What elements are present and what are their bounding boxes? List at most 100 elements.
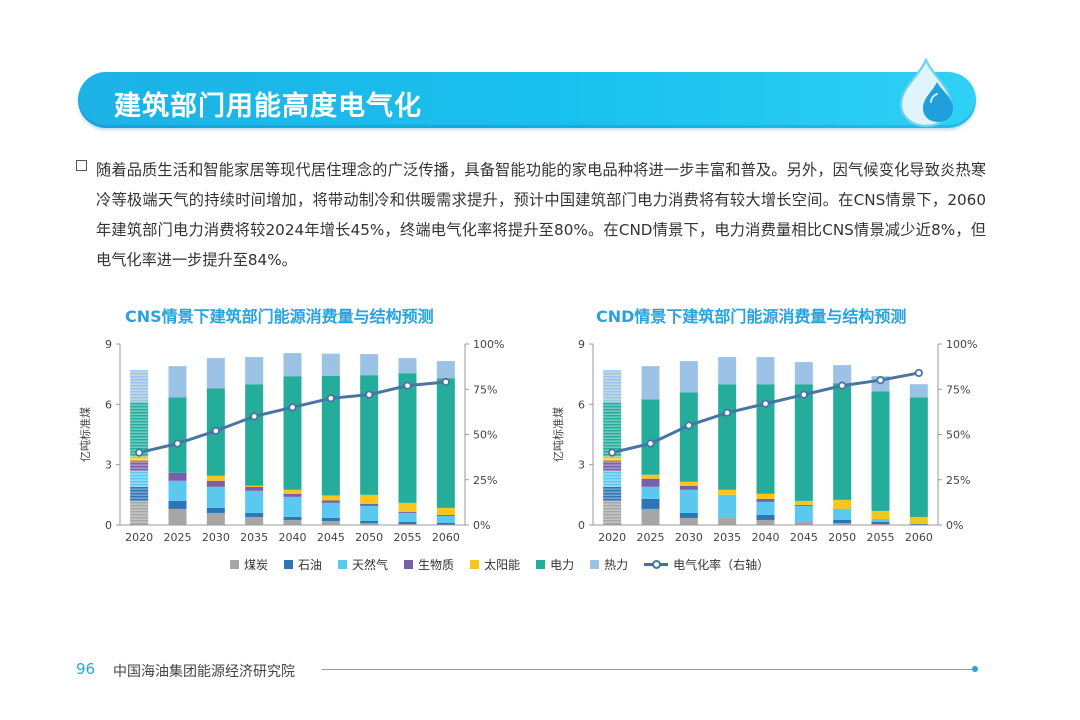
cnd-bar-segment [641,498,660,509]
legend-label-electrification-rate: 电气化率（右轴） [673,557,770,572]
cns-bar-segment [436,515,455,523]
cnd-bar-segment [718,384,737,490]
cns-bar-segment [206,480,225,487]
cns-bar-segment [360,494,379,504]
cns-bar-segment [321,500,340,503]
cnd-bar-segment [871,521,890,524]
cnd-bar-segment [679,481,698,486]
cns-bar-segment [130,470,149,487]
cns-bar-segment [321,502,340,518]
cnd-bar-segment [871,510,890,519]
cnd-y-tick-label: 9 [578,338,585,351]
cns-y2-tick-label: 25% [473,474,497,487]
cnd-bar-segment [756,498,775,502]
legend-swatch-heat [590,559,600,569]
legend-swatch-biomass [404,559,414,569]
cnd-x-tick-label: 2030 [675,531,703,544]
cnd-bar-segment [756,519,775,525]
cns-bar-segment [436,514,455,516]
cns-y2-tick-label: 50% [473,429,497,442]
cns-bar-segment [436,378,455,508]
cnd-bar-segment [641,508,660,525]
cnd-x-tick-label: 2060 [905,531,933,544]
legend-label-coal: 煤炭 [244,557,269,572]
cns-x-tick-label: 2060 [432,531,460,544]
legend-swatch-electricity [536,559,546,569]
page-number: 96 [76,660,96,678]
cns-bar-segment [245,490,264,513]
cns-bar-segment [360,354,379,376]
cnd-electrification-point [876,376,885,385]
cns-bar-segment [321,495,340,501]
cns-bar-segment [168,508,187,525]
cnd-electrification-point [684,421,693,430]
cns-bar-segment [398,523,417,525]
cns-bar-segment [283,516,302,520]
cns-bar-segment [245,485,264,487]
cns-x-tick-label: 2020 [125,531,153,544]
cns-x-tick-label: 2055 [394,531,422,544]
cnd-y2-tick-label: 100% [946,338,977,351]
cnd-bar-segment [871,518,890,522]
cns-bar-segment [283,519,302,525]
cnd-x-tick-label: 2045 [790,531,818,544]
cns-bar-segment [360,375,379,495]
cns-x-tick-label: 2040 [279,531,307,544]
legend-item-electrification-rate: 电气化率（右轴） [644,556,769,573]
cns-bar-segment [168,500,187,509]
cns-bar-segment [360,503,379,506]
cns-bar-segment [283,353,302,377]
cnd-bar-segment [679,512,698,518]
legend-label-electricity: 电力 [550,557,575,572]
legend-swatch-coal [230,559,239,569]
cnd-bar-segment [909,523,928,525]
cnd-bar-segment [718,517,737,525]
cns-y-axis-label: 亿吨标准煤 [78,407,92,462]
cnd-bar-segment [794,521,813,525]
legend-swatch-oil [284,559,294,569]
legend-label-gas: 天然气 [352,557,389,572]
cnd-bar-segment [603,470,622,487]
cnd-bar-segment [641,366,660,400]
cns-bar-segment [283,493,302,497]
cnd-bar-segment [833,499,852,509]
cnd-electrification-point [646,439,655,448]
cnd-electrification-point [799,390,808,399]
cnd-bar-segment [756,357,775,385]
legend-item-heat: 热力 [590,556,628,573]
legend-item-coal: 煤炭 [230,556,268,573]
cnd-bar-segment [603,460,622,471]
cns-bar-segment [206,486,225,508]
cnd-x-tick-label: 2020 [598,531,626,544]
cns-bar-segment [130,486,149,501]
legend-item-gas: 天然气 [338,556,388,573]
cns-bar-segment [168,397,187,473]
footer-dot [972,666,978,672]
cnd-bar-segment [833,365,852,384]
cns-bar-segment [283,376,302,490]
cns-x-tick-label: 2045 [317,531,345,544]
cns-chart-title: CNS情景下建筑部门能源消费量与结构预测 [125,307,434,326]
section-title: 建筑部门用能高度电气化 [114,91,422,122]
cnd-electrification-point [723,408,732,417]
cnd-y-axis-label: 亿吨标准煤 [551,407,565,462]
cns-bar-segment [206,358,225,389]
cns-bar-segment [360,522,379,525]
cnd-bar-segment [794,505,813,522]
legend-swatch-gas [338,559,348,569]
cnd-bar-segment [833,522,852,525]
legend-item-solar: 太阳能 [470,556,520,573]
legend-item-oil: 石油 [284,556,322,573]
cnd-bar-segment [641,478,660,487]
cns-bar-segment [436,522,455,525]
cnd-y-tick-label: 3 [578,459,585,472]
cns-bar-segment [436,507,455,515]
cns-x-tick-label: 2050 [355,531,383,544]
cnd-bar-segment [871,391,890,511]
cns-bar-segment [283,496,302,517]
cnd-electrification-point [838,381,847,390]
cns-electrification-point [365,390,374,399]
cns-y-tick-label: 6 [105,398,112,411]
footer-org-name: 中国海油集团能源经济研究院 [113,664,295,680]
cns-bar-segment [360,520,379,523]
